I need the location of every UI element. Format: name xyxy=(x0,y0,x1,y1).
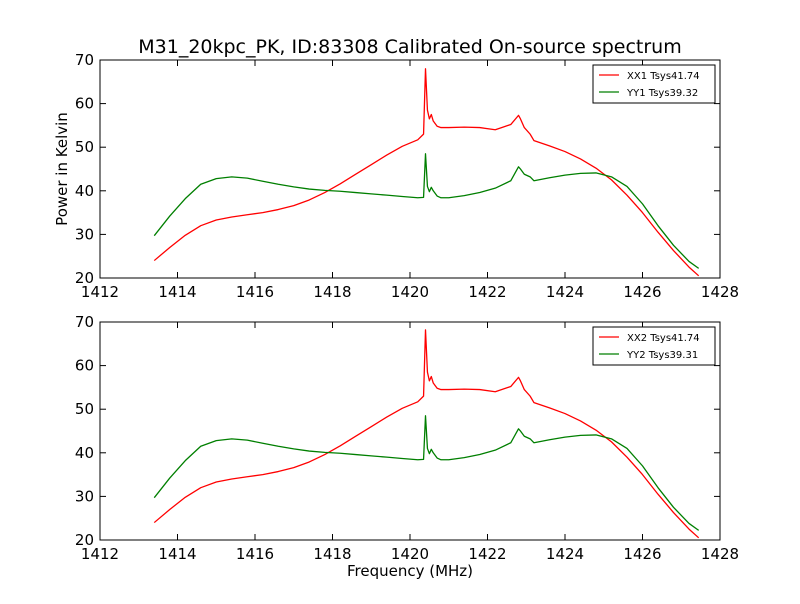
series-line-xx xyxy=(153,68,700,277)
x-tick-label: 1424 xyxy=(546,283,584,301)
panel-bottom: 1412 1414 1416 1418 1420 1422 1424 1426 1428 20 3… xyxy=(75,313,739,580)
x-tick-label: 1422 xyxy=(468,545,506,563)
y-tick-label: 40 xyxy=(75,444,94,462)
x-tick-label: 1416 xyxy=(236,283,274,301)
x-tick-label: 1418 xyxy=(313,283,351,301)
y-tick-label: 40 xyxy=(75,182,94,200)
series-line-xx xyxy=(153,329,700,539)
x-tick-label: 1414 xyxy=(158,545,196,563)
x-tick-label: 1422 xyxy=(468,283,506,301)
x-tick-label: 1414 xyxy=(158,283,196,301)
x-tick-label: 1420 xyxy=(391,283,429,301)
x-tick-label: 1412 xyxy=(81,545,119,563)
series-line-yy xyxy=(153,153,700,269)
y-tick-label: 30 xyxy=(75,487,94,505)
series-line-yy xyxy=(153,415,700,531)
y-axis-label: Power in Kelvin xyxy=(53,112,71,226)
x-tick-label: 1416 xyxy=(236,545,274,563)
chart-title: M31_20kpc_PK, ID:83308 Calibrated On-sou… xyxy=(138,36,682,58)
series-lines xyxy=(153,329,700,539)
x-tick-label: 1418 xyxy=(313,545,351,563)
y-tick-label: 50 xyxy=(75,138,94,156)
y-tick-label: 50 xyxy=(75,400,94,418)
x-tick-label: 1428 xyxy=(701,545,739,563)
x-tick-label: 1426 xyxy=(623,283,661,301)
panel-top: 1412 1414 1416 1418 1420 1422 1424 1426 1428 20 3… xyxy=(53,51,739,301)
legend-label-yy: YY2 Tsys39.31 xyxy=(626,350,698,361)
x-tick-label: 1426 xyxy=(623,545,661,563)
plot-frame xyxy=(99,321,721,541)
series-lines xyxy=(153,68,700,277)
plot-frame xyxy=(99,59,721,279)
legend-box xyxy=(592,326,716,366)
legend-box xyxy=(592,64,716,104)
x-ticks: 1412 1414 1416 1418 1420 1422 1424 1426 1428 xyxy=(81,322,739,563)
x-tick-label: 1424 xyxy=(546,545,584,563)
legend-label-xx: XX1 Tsys41.74 xyxy=(627,71,700,82)
x-tick-label: 1420 xyxy=(391,545,429,563)
x-tick-label: 1428 xyxy=(701,283,739,301)
y-tick-label: 20 xyxy=(75,531,94,549)
y-tick-label: 70 xyxy=(75,313,94,331)
x-tick-label: 1412 xyxy=(81,283,119,301)
y-tick-label: 20 xyxy=(75,269,94,287)
legend-label-yy: YY1 Tsys39.32 xyxy=(626,88,698,99)
x-axis-label: Frequency (MHz) xyxy=(347,562,473,580)
x-ticks: 1412 1414 1416 1418 1420 1422 1424 1426 1428 xyxy=(81,60,739,301)
legend: XX1 Tsys41.74 YY1 Tsys39.32 xyxy=(592,64,716,104)
y-tick-label: 60 xyxy=(75,357,94,375)
legend: XX2 Tsys41.74 YY2 Tsys39.31 xyxy=(592,326,716,366)
y-tick-label: 60 xyxy=(75,95,94,113)
legend-label-xx: XX2 Tsys41.74 xyxy=(627,333,700,344)
y-tick-label: 70 xyxy=(75,51,94,69)
y-ticks: 20 30 40 50 60 70 xyxy=(75,51,720,287)
y-tick-label: 30 xyxy=(75,225,94,243)
